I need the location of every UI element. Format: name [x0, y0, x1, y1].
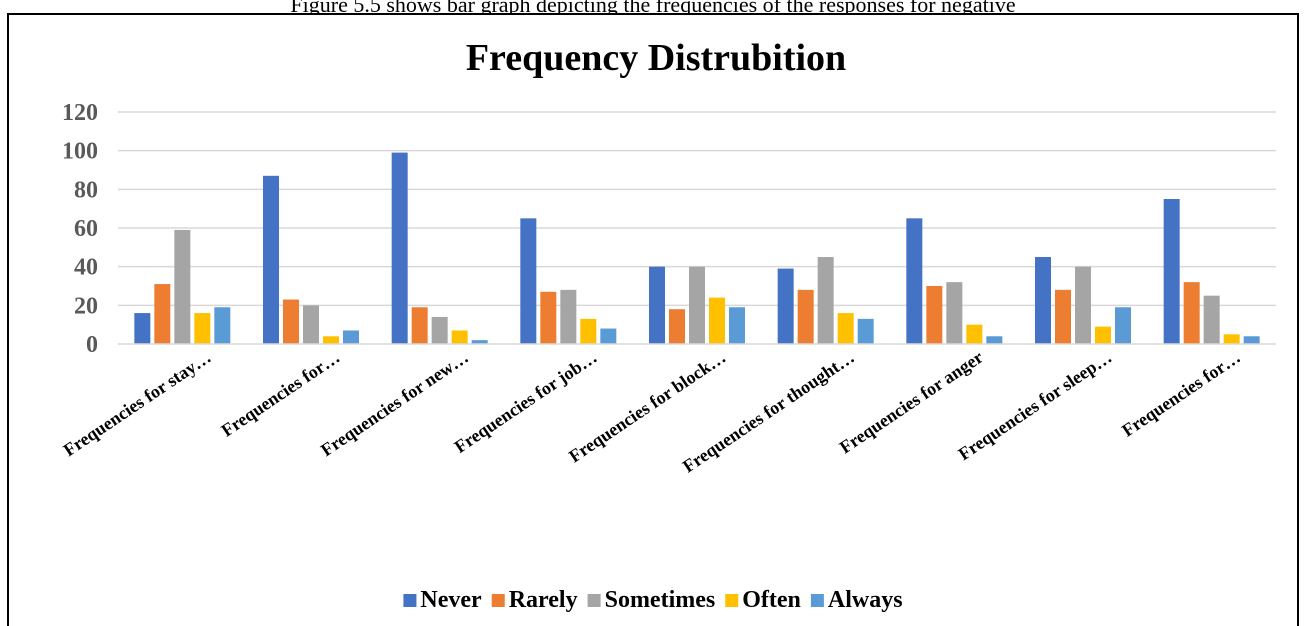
legend-item-often: Often — [725, 587, 801, 613]
bar-sometimes-4 — [560, 289, 577, 344]
bar-sometimes-6 — [817, 257, 834, 344]
bar-never-2 — [263, 175, 279, 344]
bar-rarely-7 — [926, 286, 943, 344]
y-tick-label: 20 — [74, 293, 98, 319]
legend-swatch — [491, 594, 505, 607]
bar-sometimes-5 — [689, 266, 705, 344]
bar-always-5 — [729, 307, 745, 344]
bar-sometimes-7 — [946, 282, 963, 344]
bar-never-8 — [1035, 257, 1051, 344]
bar-sometimes-1 — [174, 229, 191, 344]
legend-item-rarely: Rarely — [491, 587, 578, 613]
legend-label: Never — [420, 587, 482, 613]
bar-always-9 — [1243, 336, 1260, 344]
y-tick-label: 80 — [74, 177, 98, 203]
bar-rarely-1 — [154, 284, 171, 344]
chart-title: Frequency Distrubition — [466, 37, 846, 79]
bar-often-7 — [966, 324, 983, 344]
bar-often-5 — [709, 297, 725, 344]
bar-never-4 — [520, 218, 537, 344]
bar-never-9 — [1163, 199, 1180, 344]
y-tick-label: 120 — [62, 100, 98, 126]
bar-rarely-5 — [669, 309, 685, 344]
bar-always-6 — [857, 318, 874, 344]
bar-always-8 — [1115, 307, 1131, 344]
bar-sometimes-9 — [1203, 295, 1220, 344]
bar-often-6 — [837, 313, 854, 344]
legend-item-always: Always — [810, 587, 903, 613]
bar-always-7 — [986, 336, 1003, 344]
bars — [134, 152, 1260, 344]
bar-never-5 — [649, 266, 665, 344]
y-tick-label: 0 — [86, 332, 98, 358]
legend-label: Sometimes — [605, 587, 716, 613]
legend-item-never: Never — [403, 587, 482, 613]
bar-always-2 — [343, 330, 359, 344]
bar-often-9 — [1223, 334, 1240, 344]
bar-often-4 — [580, 318, 597, 344]
legend-label: Rarely — [509, 587, 578, 613]
bar-rarely-3 — [411, 307, 428, 344]
page-caption: Figure 5.5 shows bar graph depicting the… — [290, 0, 1015, 17]
bar-never-7 — [906, 218, 923, 344]
y-tick-label: 100 — [62, 139, 98, 165]
legend-label: Often — [742, 587, 801, 613]
bar-sometimes-2 — [303, 305, 319, 344]
bar-often-2 — [323, 336, 339, 344]
bar-rarely-9 — [1183, 282, 1200, 344]
bar-rarely-8 — [1055, 289, 1071, 344]
bar-sometimes-3 — [431, 316, 448, 344]
bar-often-8 — [1095, 326, 1111, 344]
bar-never-3 — [391, 152, 408, 344]
bar-rarely-4 — [540, 291, 557, 344]
legend-swatch — [403, 594, 417, 607]
y-tick-label: 60 — [74, 216, 98, 242]
legend-swatch — [725, 594, 739, 607]
legend-item-sometimes: Sometimes — [587, 587, 716, 613]
bar-always-1 — [214, 307, 231, 344]
bar-always-4 — [600, 328, 617, 344]
bar-never-6 — [777, 268, 794, 344]
bar-always-3 — [471, 340, 488, 344]
bar-never-1 — [134, 313, 151, 344]
y-tick-label: 40 — [74, 255, 98, 281]
legend-label: Always — [828, 587, 903, 613]
bar-rarely-2 — [283, 299, 299, 344]
y-axis-ticks: 0 20 40 60 80 100 120 — [62, 100, 98, 358]
bar-often-1 — [194, 313, 211, 344]
legend: Never Rarely Sometimes Often Always — [403, 587, 903, 613]
bar-rarely-6 — [797, 289, 814, 344]
legend-swatch — [587, 594, 601, 607]
legend-swatch — [810, 594, 824, 607]
bar-often-3 — [451, 330, 468, 344]
bar-sometimes-8 — [1075, 266, 1091, 344]
